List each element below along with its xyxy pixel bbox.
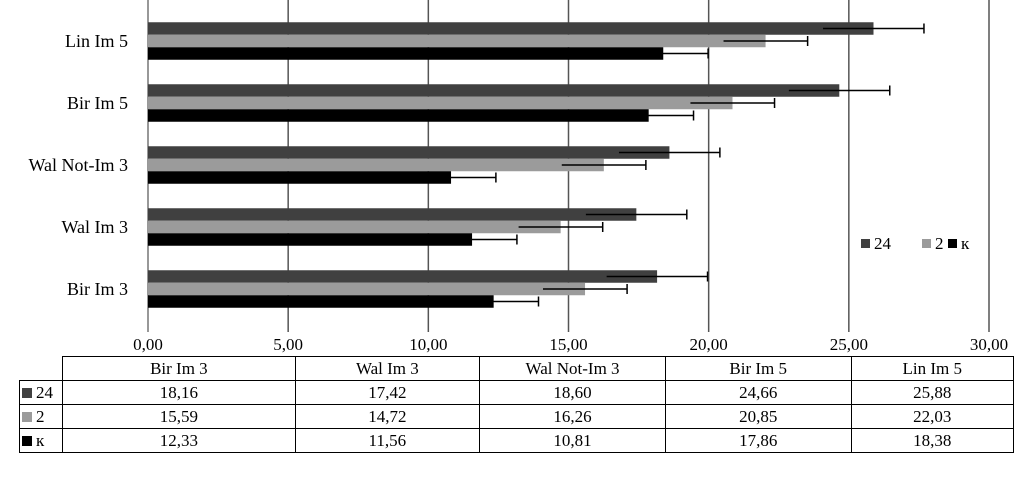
table-cell: 16,26 <box>479 404 666 429</box>
table-legend-swatch <box>22 387 32 398</box>
table-cell: 18,60 <box>479 380 666 405</box>
bar-к-4 <box>148 47 664 60</box>
bar-24-3 <box>148 84 840 97</box>
table-header-cell: Wal Im 3 <box>294 356 481 381</box>
table-row-legend: к <box>18 428 64 453</box>
table-cell: 18,16 <box>62 380 296 405</box>
table-legend-label: 2 <box>36 406 45 426</box>
bar-2-2 <box>148 158 604 172</box>
legend-label-24: 24 <box>874 234 892 253</box>
table-header-cell: Lin Im 5 <box>850 356 1014 381</box>
bar-2-1 <box>148 220 561 234</box>
table-legend-label: 24 <box>36 382 53 402</box>
legend: 24 2 к <box>861 234 970 253</box>
table-cell: 17,42 <box>294 380 481 405</box>
category-labels: Bir Im 3 Wal Im 3 Wal Not-Im 3 Bir Im 5 Lin … <box>28 31 128 299</box>
bar-2-0 <box>148 282 586 296</box>
bar-к-1 <box>148 233 473 246</box>
table-legend-swatch <box>22 411 32 422</box>
table-header-row: Bir Im 3 Wal Im 3 Wal Not-Im 3 Bir Im 5 Lin … <box>19 356 1014 381</box>
category-label: Lin Im 5 <box>65 31 128 51</box>
table-cell: 15,59 <box>62 404 296 429</box>
x-tick-labels: 0,00 5,00 10,00 15,00 20,00 25,00 30,00 <box>133 335 1008 354</box>
x-tick-label: 10,00 <box>409 335 447 354</box>
table-legend-label: к <box>36 430 45 450</box>
x-tick-label: 20,00 <box>690 335 728 354</box>
table-header-cell: Bir Im 5 <box>664 356 852 381</box>
legend-label-к: к <box>961 234 970 253</box>
table-cell: 14,72 <box>294 404 481 429</box>
table-row: 24 18,16 17,42 18,60 24,66 25,88 <box>18 380 1014 405</box>
legend-swatch-к <box>948 239 957 248</box>
bar-2-3 <box>148 96 733 110</box>
bar-к-2 <box>148 171 452 184</box>
x-tick-label: 0,00 <box>133 335 163 354</box>
table-corner <box>19 356 63 381</box>
bar-24-1 <box>148 208 637 221</box>
table-cell: 22,03 <box>850 404 1014 429</box>
table-row-legend: 24 <box>18 380 64 405</box>
table-cell: 24,66 <box>664 380 852 405</box>
error-bars <box>406 23 925 307</box>
table-cell: 17,86 <box>664 428 852 453</box>
category-label: Bir Im 3 <box>67 279 128 299</box>
table-cell: 20,85 <box>664 404 852 429</box>
table-header-cell: Bir Im 3 <box>62 356 296 381</box>
bar-24-0 <box>148 270 658 283</box>
data-table: Bir Im 3 Wal Im 3 Wal Not-Im 3 Bir Im 5 Lin … <box>18 356 1014 453</box>
table-row: к 12,33 11,56 10,81 17,86 18,38 <box>18 428 1014 453</box>
x-tick-label: 5,00 <box>273 335 303 354</box>
x-tick-label: 25,00 <box>830 335 868 354</box>
table-cell: 12,33 <box>62 428 296 453</box>
legend-swatch-2 <box>922 239 931 248</box>
table-cell: 25,88 <box>850 380 1014 405</box>
table-cell: 11,56 <box>294 428 481 453</box>
bar-к-3 <box>148 109 649 122</box>
bar-2-4 <box>148 34 766 48</box>
category-label: Bir Im 5 <box>67 93 128 113</box>
table-legend-swatch <box>22 435 32 446</box>
x-tick-label: 30,00 <box>970 335 1008 354</box>
x-tick-label: 15,00 <box>549 335 587 354</box>
table-header-cell: Wal Not-Im 3 <box>479 356 666 381</box>
table-row-legend: 2 <box>18 404 64 429</box>
table-row: 2 15,59 14,72 16,26 20,85 22,03 <box>18 404 1014 429</box>
bar-24-4 <box>148 22 874 35</box>
category-label: Wal Not-Im 3 <box>28 155 128 175</box>
table-body: 24 18,16 17,42 18,60 24,66 25,88 2 15,59 14,72 16… <box>18 380 1014 453</box>
bar-к-0 <box>148 295 494 308</box>
table-cell: 18,38 <box>850 428 1014 453</box>
bars <box>148 22 874 308</box>
legend-swatch-24 <box>861 239 870 248</box>
category-label: Wal Im 3 <box>61 217 128 237</box>
bar-24-2 <box>148 146 670 159</box>
bar-chart: Bir Im 3 Wal Im 3 Wal Not-Im 3 Bir Im 5 Lin … <box>28 0 1008 354</box>
legend-label-2: 2 <box>935 234 944 253</box>
table-cell: 10,81 <box>479 428 666 453</box>
